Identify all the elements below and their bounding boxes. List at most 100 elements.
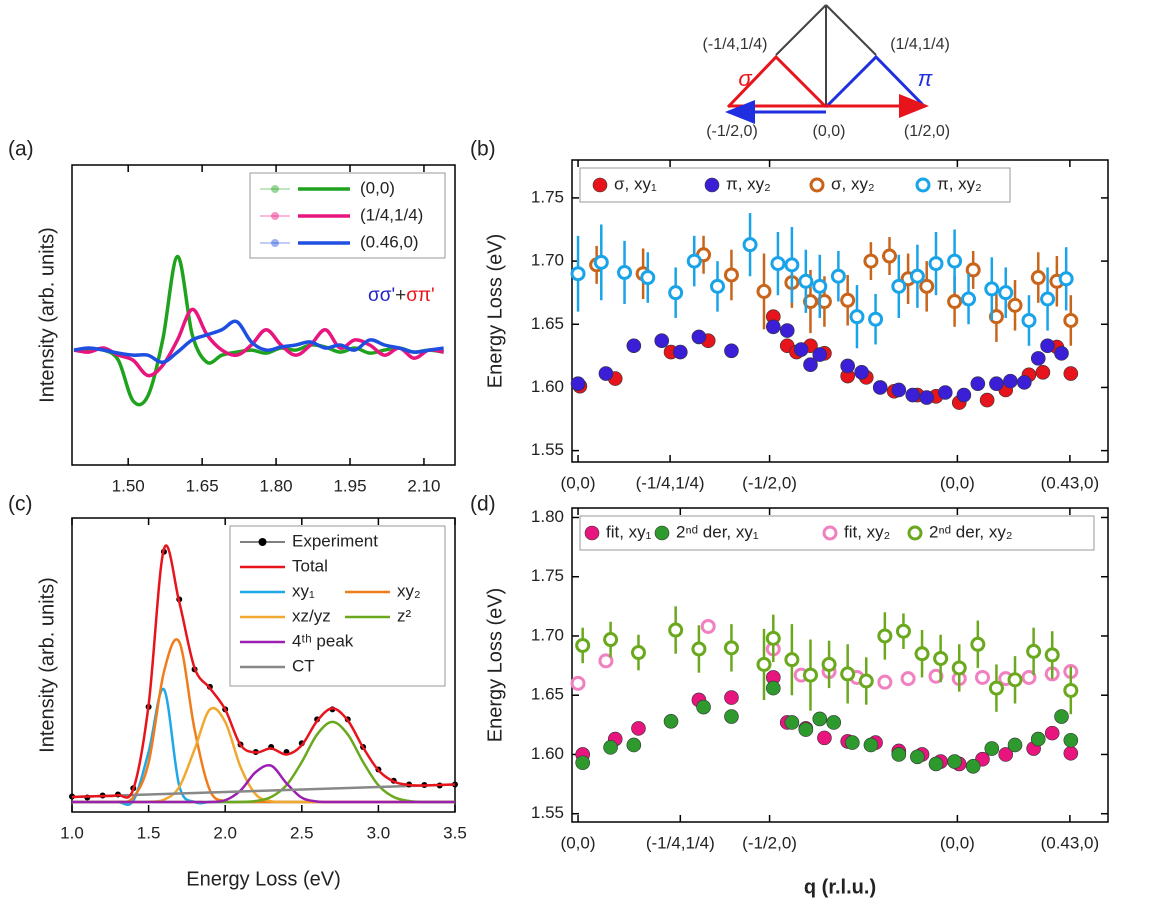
data-point bbox=[965, 262, 981, 278]
y-axis-title: Intensity (arb. units) bbox=[36, 577, 58, 753]
data-point bbox=[974, 669, 990, 685]
data-point bbox=[970, 636, 986, 652]
data-point bbox=[947, 754, 962, 769]
data-point bbox=[998, 285, 1014, 301]
data-point bbox=[654, 333, 670, 348]
data-point bbox=[914, 646, 930, 662]
data-point bbox=[919, 390, 934, 405]
data-point bbox=[882, 248, 898, 264]
data-point bbox=[1063, 366, 1079, 381]
legend-icon bbox=[271, 185, 279, 193]
panel-label: (a) bbox=[8, 138, 34, 161]
legend-label: π, xy₂ bbox=[937, 174, 982, 193]
data-point bbox=[691, 329, 707, 345]
legend-icon bbox=[584, 525, 600, 541]
x-tick-label: (-1/2,0) bbox=[742, 833, 797, 852]
data-point bbox=[663, 713, 679, 729]
x-tick-label: 3.0 bbox=[367, 823, 391, 842]
data-point bbox=[598, 366, 614, 381]
data-point bbox=[998, 747, 1014, 762]
data-point bbox=[1063, 682, 1079, 698]
data-point bbox=[668, 285, 684, 301]
data-point bbox=[821, 656, 837, 672]
data-point bbox=[1044, 725, 1060, 741]
legend-icon bbox=[592, 177, 608, 193]
y-tick-label: 1.60 bbox=[531, 744, 564, 763]
data-point bbox=[845, 735, 860, 750]
data-point bbox=[603, 632, 619, 648]
x-tick-label: 2.10 bbox=[407, 476, 440, 495]
data-point bbox=[1030, 270, 1046, 286]
series-line bbox=[71, 764, 455, 804]
x-tick-label: (0.43,0) bbox=[1041, 473, 1100, 492]
x-tick-label: 1.0 bbox=[60, 823, 84, 842]
series-line bbox=[73, 254, 444, 407]
brillouin-zone-diagram: (-1/4,1/4) (1/4,1/4) σ π (-1/2,0) (0,0) … bbox=[703, 4, 950, 140]
data-point bbox=[1030, 351, 1046, 366]
data-point bbox=[1063, 745, 1079, 761]
legend-label: xz/yz bbox=[292, 606, 331, 625]
data-point bbox=[863, 253, 879, 269]
annotation: σσ' bbox=[368, 285, 395, 306]
x-tick-label: (0,0) bbox=[940, 473, 975, 492]
y-tick-label: 1.80 bbox=[531, 507, 564, 526]
data-point bbox=[1017, 375, 1032, 390]
y-axis-title: Intensity (arb. units) bbox=[36, 227, 58, 403]
legend-box bbox=[229, 525, 446, 687]
series-line bbox=[71, 706, 455, 804]
data-point bbox=[686, 253, 702, 269]
data-point bbox=[1063, 732, 1079, 748]
y-tick-label: 1.65 bbox=[531, 685, 564, 704]
data-point bbox=[802, 294, 818, 310]
legend-label: xy₂ bbox=[397, 581, 421, 600]
x-tick-label: 2.0 bbox=[213, 823, 237, 842]
legend-icon bbox=[258, 538, 267, 546]
data-point bbox=[696, 699, 711, 715]
data-point bbox=[840, 292, 856, 308]
data-point bbox=[668, 622, 684, 638]
data-point bbox=[673, 344, 688, 360]
data-point bbox=[919, 278, 935, 294]
data-point bbox=[593, 254, 609, 270]
plot-frame bbox=[571, 159, 1109, 463]
legend-icon bbox=[915, 177, 931, 193]
data-point bbox=[840, 358, 855, 374]
data-point bbox=[765, 630, 781, 646]
data-point bbox=[700, 618, 716, 634]
x-axis-title: q (r.l.u.) bbox=[804, 876, 876, 898]
legend-label: xy₁ bbox=[292, 581, 315, 600]
data-point bbox=[933, 650, 949, 666]
data-point bbox=[617, 264, 633, 280]
data-point bbox=[765, 680, 781, 696]
data-point bbox=[895, 623, 911, 639]
legend-label: CT bbox=[292, 656, 315, 675]
x-tick-label: (0,0) bbox=[561, 833, 596, 852]
panel: (b) Energy Loss (eV) (0,0) (-1/4,1/4) (-1/2,… bbox=[470, 138, 1109, 492]
y-tick-label: 1.55 bbox=[531, 440, 564, 459]
data-point bbox=[868, 311, 884, 327]
panel: (c) Intensity (arb. units) Energy Loss (eV… bbox=[8, 493, 467, 891]
legend-icon bbox=[822, 525, 838, 541]
data-point bbox=[765, 319, 781, 335]
x-axis-title: Energy Loss (eV) bbox=[186, 868, 341, 890]
y-tick-label: 1.75 bbox=[531, 187, 564, 206]
data-point bbox=[1040, 338, 1055, 354]
data-point bbox=[784, 715, 800, 730]
data-point bbox=[626, 338, 642, 354]
data-point bbox=[928, 756, 944, 772]
data-point bbox=[603, 740, 618, 755]
data-point bbox=[961, 291, 977, 307]
data-point bbox=[1026, 643, 1042, 659]
legend-label: 2ⁿᵈ der, xy₂ bbox=[929, 522, 1012, 541]
data-point bbox=[1007, 672, 1023, 688]
data-point bbox=[570, 376, 586, 391]
annotation: + bbox=[395, 285, 406, 306]
data-point bbox=[640, 270, 656, 286]
data-point bbox=[947, 253, 963, 269]
series-line bbox=[73, 319, 444, 365]
data-point bbox=[830, 268, 846, 284]
data-point bbox=[988, 309, 1004, 325]
data-point bbox=[965, 759, 981, 774]
y-tick-label: 1.55 bbox=[531, 803, 564, 822]
x-tick-label: (0.43,0) bbox=[1041, 833, 1100, 852]
